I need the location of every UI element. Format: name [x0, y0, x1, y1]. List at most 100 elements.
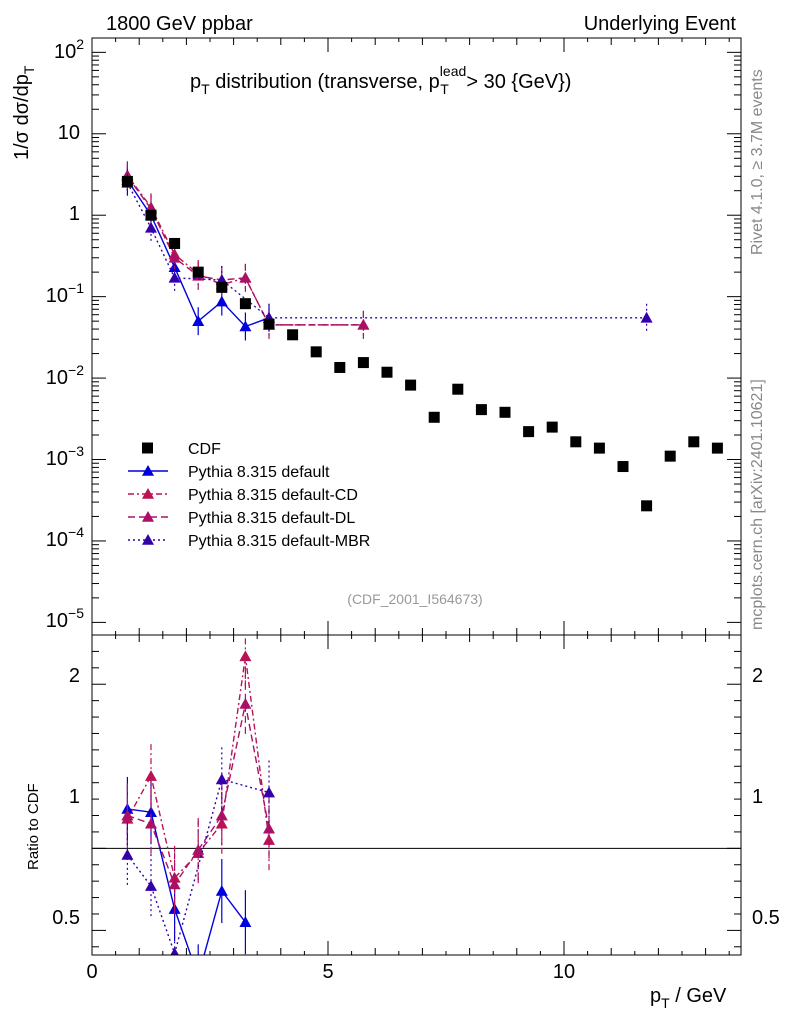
ratio-marker [263, 834, 275, 845]
x-tick-label-0: 0 [86, 961, 97, 983]
data-point [405, 379, 417, 391]
data-point [664, 450, 676, 462]
data-point [688, 436, 700, 448]
rivet-label: Rivet 4.1.0, ≥ 3.7M events [749, 69, 766, 255]
legend-label-0: CDF [188, 441, 221, 458]
y-tick-label-1: 1 [69, 203, 80, 225]
ratio-marker [239, 650, 252, 662]
ratio-tick-label-2: 2 [69, 665, 80, 687]
series-marker [239, 271, 252, 283]
main-panel [91, 38, 741, 635]
chart-title: pT distribution (transverse, plead T > 30… [190, 63, 571, 97]
ratio-tick-label-0.5-right: 0.5 [752, 907, 780, 929]
ratio-marker [239, 916, 252, 927]
ratio-marker [170, 947, 179, 955]
data-point [711, 442, 723, 454]
data-point [570, 436, 582, 448]
legend-marker-2 [142, 488, 154, 499]
legend-marker-3 [142, 511, 154, 522]
y-tick-label-1e-1: 10−1 [46, 280, 84, 307]
data-point [239, 298, 251, 310]
legend-label-2: Pythia 8.315 default-CD [188, 487, 358, 504]
x-tick-label-10: 10 [553, 961, 575, 983]
data-point [216, 281, 228, 293]
reference-label: (CDF_2001_I564673) [347, 591, 482, 607]
legend-label-1: Pythia 8.315 default [188, 464, 330, 481]
series-marker [239, 320, 252, 332]
series-marker [215, 295, 228, 307]
ratio-tick-label-2-right: 2 [752, 665, 763, 687]
ratio-marker [215, 885, 228, 896]
legend-marker-0 [142, 442, 153, 454]
ratio-marker [192, 970, 204, 981]
ratio-marker [145, 770, 157, 781]
x-tick-label-5: 5 [322, 961, 333, 983]
x-axis-label: pT / GeV [650, 985, 727, 1011]
data-point [546, 421, 558, 433]
data-point [192, 266, 204, 278]
ratio-tick-label-1: 1 [69, 786, 80, 808]
y-tick-label-100: 102 [54, 36, 84, 63]
series-marker [192, 315, 205, 326]
data-point [169, 237, 181, 249]
main-y-tick-labels: 10−5 10−4 10−3 10−2 10−1 1 10 102 [46, 36, 84, 632]
series-marker [145, 221, 157, 233]
header-right: Underlying Event [584, 13, 737, 35]
ratio-marker [263, 822, 275, 834]
y-tick-label-1e-4: 10−4 [46, 524, 84, 551]
data-point [310, 346, 322, 358]
series-marker [357, 318, 370, 330]
ratio-panel [91, 635, 741, 981]
ratio-marker [192, 843, 205, 855]
header-left: 1800 GeV ppbar [106, 13, 253, 35]
mcplots-label: mcplots.cern.ch [arXiv:2401.10621] [749, 379, 766, 630]
legend-label-4: Pythia 8.315 default-MBR [188, 533, 370, 550]
y-tick-label-10: 10 [58, 122, 80, 144]
data-point [145, 209, 157, 221]
series-line [126, 182, 647, 319]
ratio-tick-label-0.5: 0.5 [52, 907, 80, 929]
ratio-y-tick-labels: 2 1 0.5 2 1 0.5 [52, 665, 780, 929]
data-point [121, 175, 133, 187]
legend-label-3: Pythia 8.315 default-DL [188, 510, 355, 527]
ratio-frame [91, 634, 742, 956]
svg-text:1/σ dσ/dpT: 1/σ dσ/dpT [11, 65, 37, 160]
data-point [287, 329, 299, 341]
ratio-marker [121, 809, 134, 821]
series-marker [168, 271, 181, 283]
data-point [523, 426, 535, 438]
y-axis-label: 1/σ dσ/dpT [11, 65, 37, 160]
data-point [357, 357, 369, 369]
ratio-marker [263, 786, 275, 798]
main-series [121, 161, 723, 512]
data-point [381, 366, 393, 378]
data-point [641, 500, 653, 512]
series-marker [168, 251, 181, 263]
ratio-marker [145, 806, 157, 818]
ratio-marker [215, 809, 228, 821]
ratio-line [127, 808, 246, 955]
series-marker [640, 311, 653, 323]
data-point [617, 461, 629, 473]
x-tick-labels: 0 5 10 [86, 961, 575, 983]
data-point [593, 442, 605, 454]
ratio-marker [168, 878, 181, 890]
ratio-tick-label-1-right: 1 [752, 786, 763, 808]
ratio-marker [121, 848, 134, 860]
legend: CDF Pythia 8.315 default Pythia 8.315 defa… [128, 441, 370, 550]
ratio-series [121, 635, 275, 981]
ratio-y-axis-label: Ratio to CDF [25, 783, 42, 870]
y-tick-label-1e-3: 10−3 [46, 443, 84, 470]
ratio-marker [145, 880, 157, 891]
ratio-marker [215, 773, 228, 785]
ratio-marker [145, 817, 157, 829]
y-tick-label-1e-5: 10−5 [46, 605, 84, 632]
data-point [334, 361, 346, 373]
data-point [452, 383, 464, 395]
data-point [263, 318, 275, 330]
ratio-marker [239, 697, 252, 709]
data-point [499, 406, 511, 418]
legend-marker-1 [142, 465, 154, 476]
data-point [428, 411, 440, 423]
